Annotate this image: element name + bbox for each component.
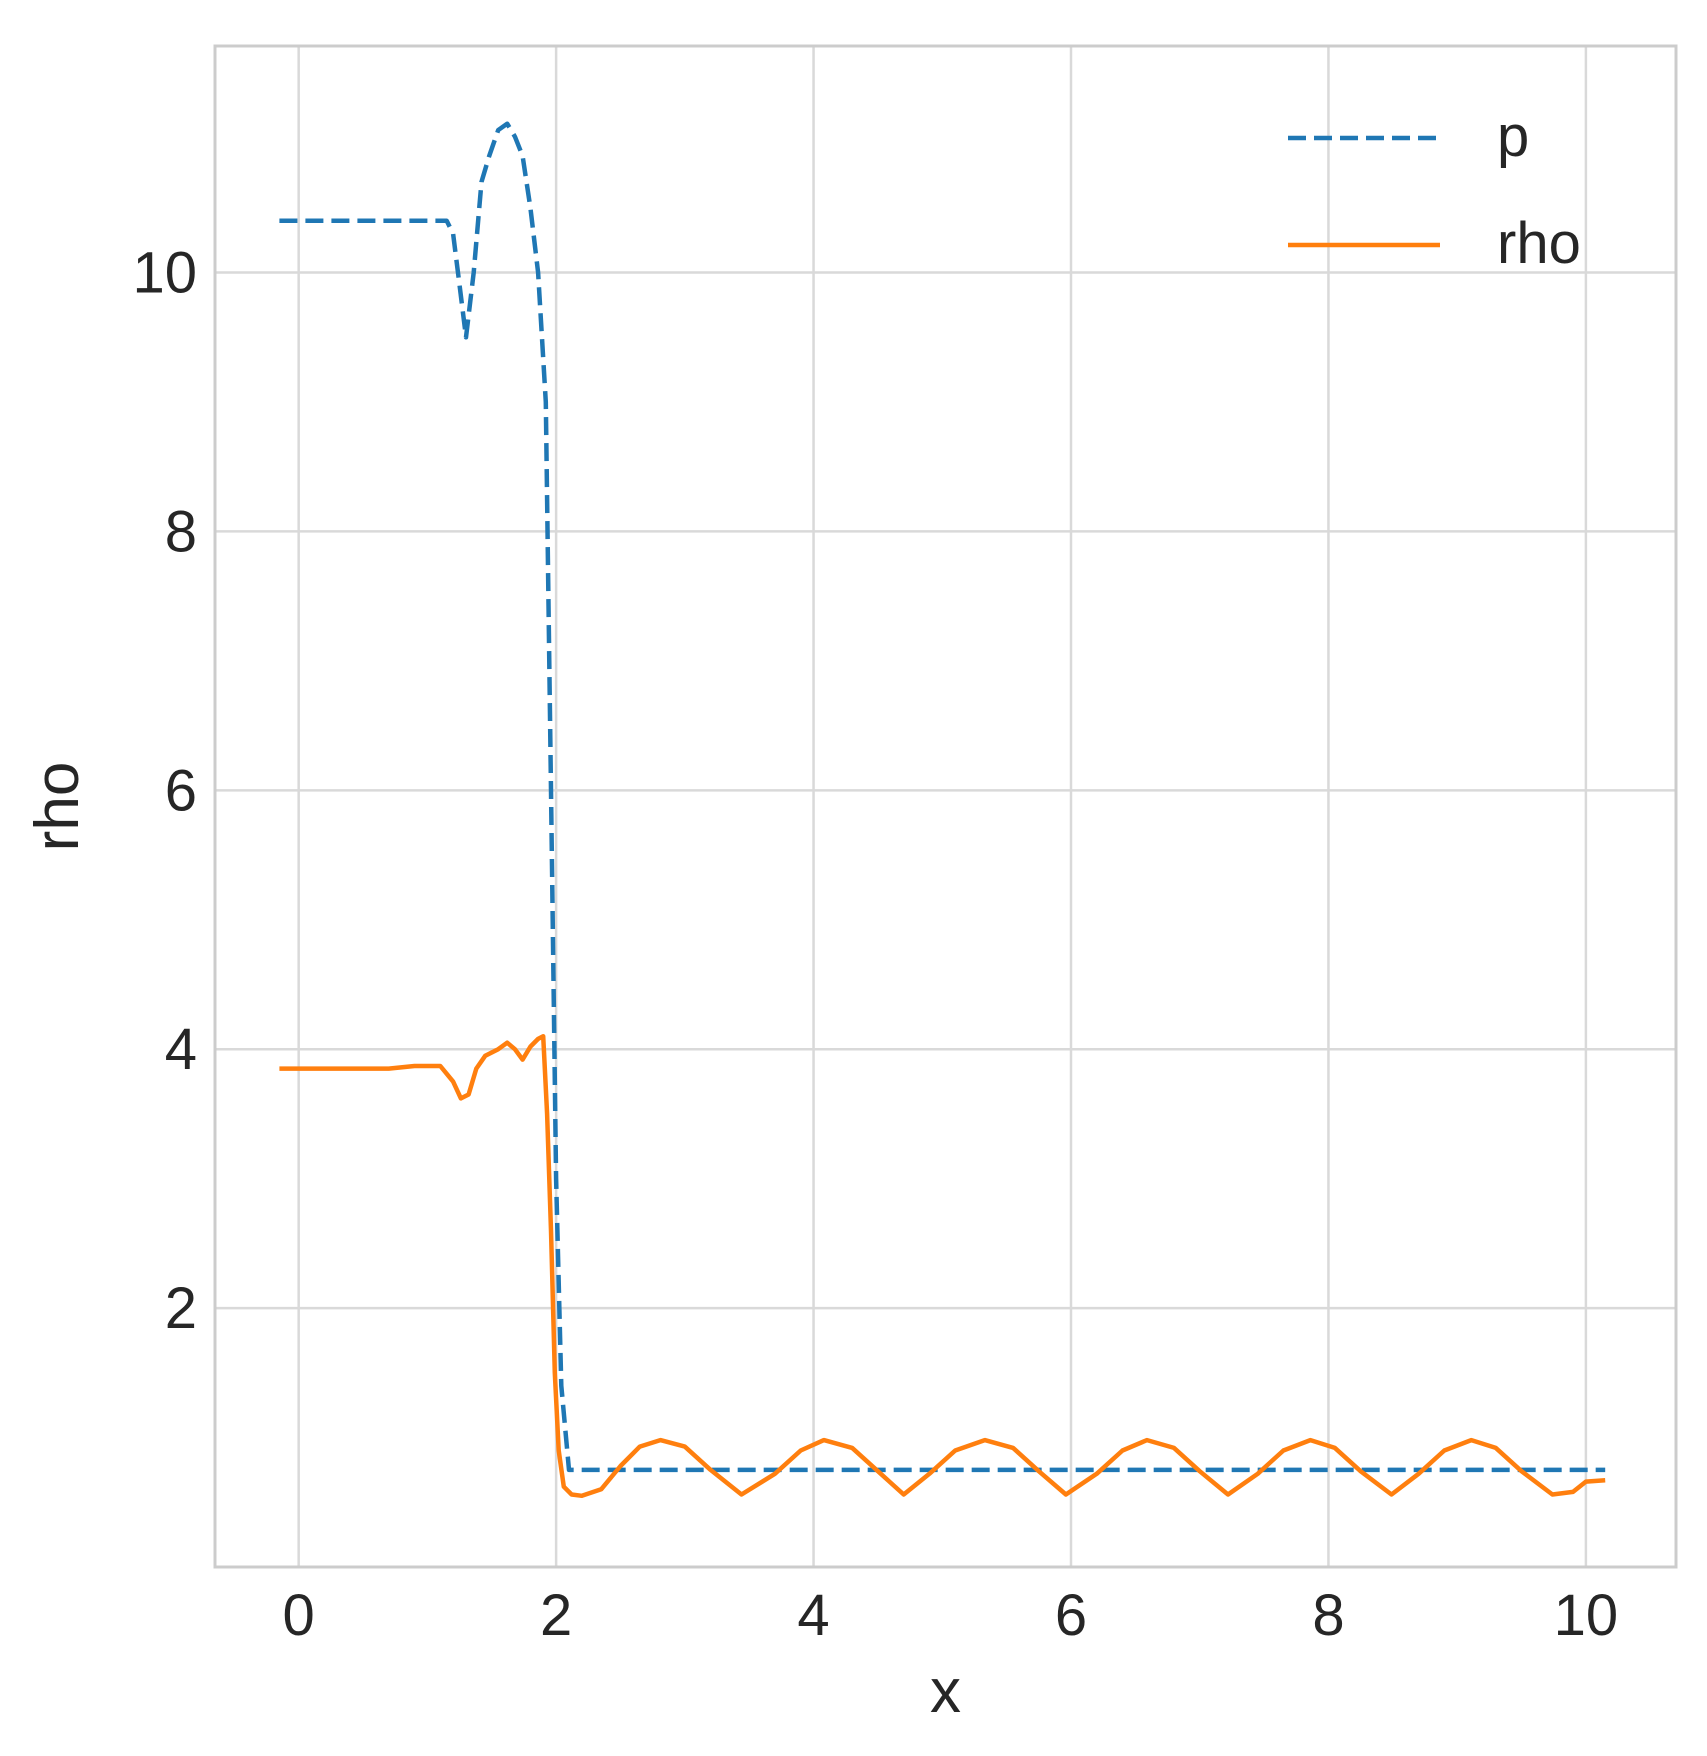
legend-label-p: p xyxy=(1497,104,1529,169)
legend-label-rho: rho xyxy=(1497,211,1581,276)
series-line-rho xyxy=(279,1034,1606,1499)
tick-labels: 0 2 4 6 8 10 2 4 6 8 10 xyxy=(132,241,1618,1648)
y-tick-label: 10 xyxy=(132,241,197,306)
y-tick-label: 6 xyxy=(165,758,197,823)
y-tick-label: 4 xyxy=(165,1017,197,1082)
x-axis-label: x xyxy=(930,1657,961,1726)
series-line-p xyxy=(279,121,1606,1473)
y-tick-label: 2 xyxy=(165,1276,197,1341)
x-tick-label: 4 xyxy=(797,1583,829,1648)
x-tick-label: 10 xyxy=(1554,1583,1619,1648)
x-tick-label: 2 xyxy=(540,1583,572,1648)
y-tick-label: 8 xyxy=(165,499,197,564)
x-tick-label: 0 xyxy=(283,1583,315,1648)
y-axis-label: rho xyxy=(23,762,92,852)
legend: p rho xyxy=(1288,104,1581,276)
x-tick-label: 8 xyxy=(1312,1583,1344,1648)
series-layer xyxy=(279,121,1606,1499)
plot-frame xyxy=(213,44,1678,1569)
x-tick-label: 6 xyxy=(1055,1583,1087,1648)
